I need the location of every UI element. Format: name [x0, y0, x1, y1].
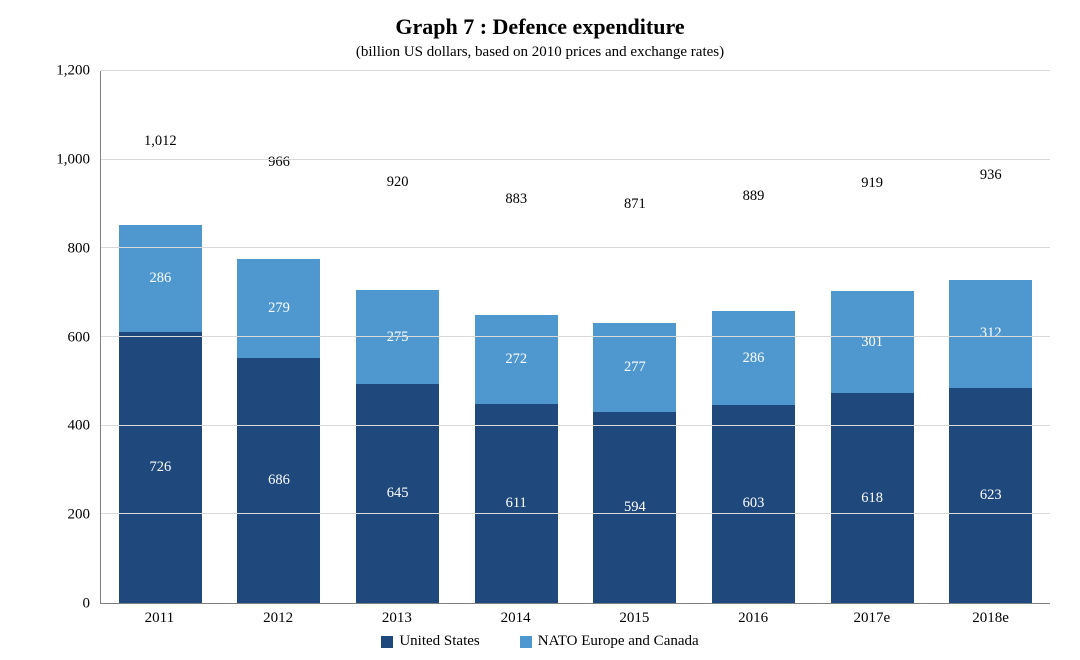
bar-slot: 871 594277	[576, 71, 695, 603]
bar-segment-nato: 301	[831, 291, 914, 393]
y-tick-label: 600	[68, 329, 91, 346]
bar-segment-us: 603	[712, 405, 795, 603]
bar-total-label: 966	[268, 154, 290, 171]
bar-segment-us: 726	[119, 332, 202, 603]
plot-wrap: 02004006008001,0001,200 1,01272628696668…	[30, 71, 1050, 604]
bar: 618301	[831, 196, 914, 603]
x-tick-label: 2013	[338, 604, 457, 627]
x-axis: 2011201220132014201520162017e2018e	[30, 604, 1050, 627]
gridline	[101, 159, 1050, 160]
bars-row: 1,01272628696668627992064527588361127287…	[101, 71, 1050, 603]
x-tick-label: 2017e	[813, 604, 932, 627]
bar-total-label: 883	[505, 191, 527, 208]
x-tick-label: 2015	[575, 604, 694, 627]
legend-swatch	[520, 636, 532, 648]
gridline	[101, 247, 1050, 248]
y-tick-label: 400	[68, 418, 91, 435]
bar-slot: 919 618301	[813, 71, 932, 603]
bar-segment-nato: 286	[712, 311, 795, 405]
bar-segment-nato: 275	[356, 290, 439, 383]
bar-segment-us: 645	[356, 384, 439, 603]
bar-segment-us: 611	[475, 404, 558, 603]
legend-label: NATO Europe and Canada	[538, 633, 699, 650]
bar-total-label: 936	[980, 167, 1002, 184]
bar-segment-nato: 312	[949, 280, 1032, 388]
bar-segment-us: 686	[237, 358, 320, 603]
y-tick-label: 0	[83, 596, 91, 613]
gridline	[101, 336, 1050, 337]
bar: 645275	[356, 195, 439, 603]
chart-container: Graph 7 : Defence expenditure (billion U…	[0, 0, 1080, 660]
bar-slot: 889 603286	[694, 71, 813, 603]
x-tick-label: 2011	[100, 604, 219, 627]
chart-title: Graph 7 : Defence expenditure	[395, 14, 684, 40]
bar-slot: 936 623312	[931, 71, 1050, 603]
y-tick-label: 200	[68, 507, 91, 524]
bar-total-label: 920	[387, 174, 409, 191]
bar-segment-nato: 286	[119, 225, 202, 332]
bar: 594277	[593, 217, 676, 603]
bar-segment-nato: 279	[237, 259, 320, 359]
bar: 611272	[475, 212, 558, 603]
plot-area: 1,01272628696668627992064527588361127287…	[100, 71, 1050, 604]
bar-slot: 1,012 726286	[101, 71, 220, 603]
legend-item: United States	[381, 633, 479, 650]
gridline	[101, 425, 1050, 426]
bar-total-label: 871	[624, 196, 646, 213]
gridline	[101, 70, 1050, 71]
bar-total-label: 919	[861, 175, 883, 192]
bar-slot: 920 645275	[338, 71, 457, 603]
bar-slot: 966 686279	[220, 71, 339, 603]
y-tick-label: 800	[68, 240, 91, 257]
gridline	[101, 513, 1050, 514]
x-tick-label: 2014	[456, 604, 575, 627]
legend-swatch	[381, 636, 393, 648]
bar-total-label: 1,012	[144, 133, 177, 150]
y-axis: 02004006008001,0001,200	[30, 71, 100, 604]
legend-item: NATO Europe and Canada	[520, 633, 699, 650]
chart-subtitle: (billion US dollars, based on 2010 price…	[356, 44, 724, 61]
x-tick-label: 2012	[219, 604, 338, 627]
bar-segment-nato: 272	[475, 315, 558, 404]
legend-label: United States	[399, 633, 479, 650]
x-tick-label: 2016	[694, 604, 813, 627]
bar-total-label: 889	[743, 188, 765, 205]
bar-segment-us: 594	[593, 412, 676, 603]
bar: 603286	[712, 209, 795, 603]
bar: 686279	[237, 175, 320, 603]
x-tick-label: 2018e	[931, 604, 1050, 627]
legend: United States NATO Europe and Canada	[381, 633, 698, 650]
y-tick-label: 1,000	[56, 151, 90, 168]
bar: 726286	[119, 154, 202, 603]
bar-slot: 883 611272	[457, 71, 576, 603]
y-tick-label: 1,200	[56, 63, 90, 80]
bar-segment-us: 623	[949, 388, 1032, 603]
bar: 623312	[949, 188, 1032, 603]
